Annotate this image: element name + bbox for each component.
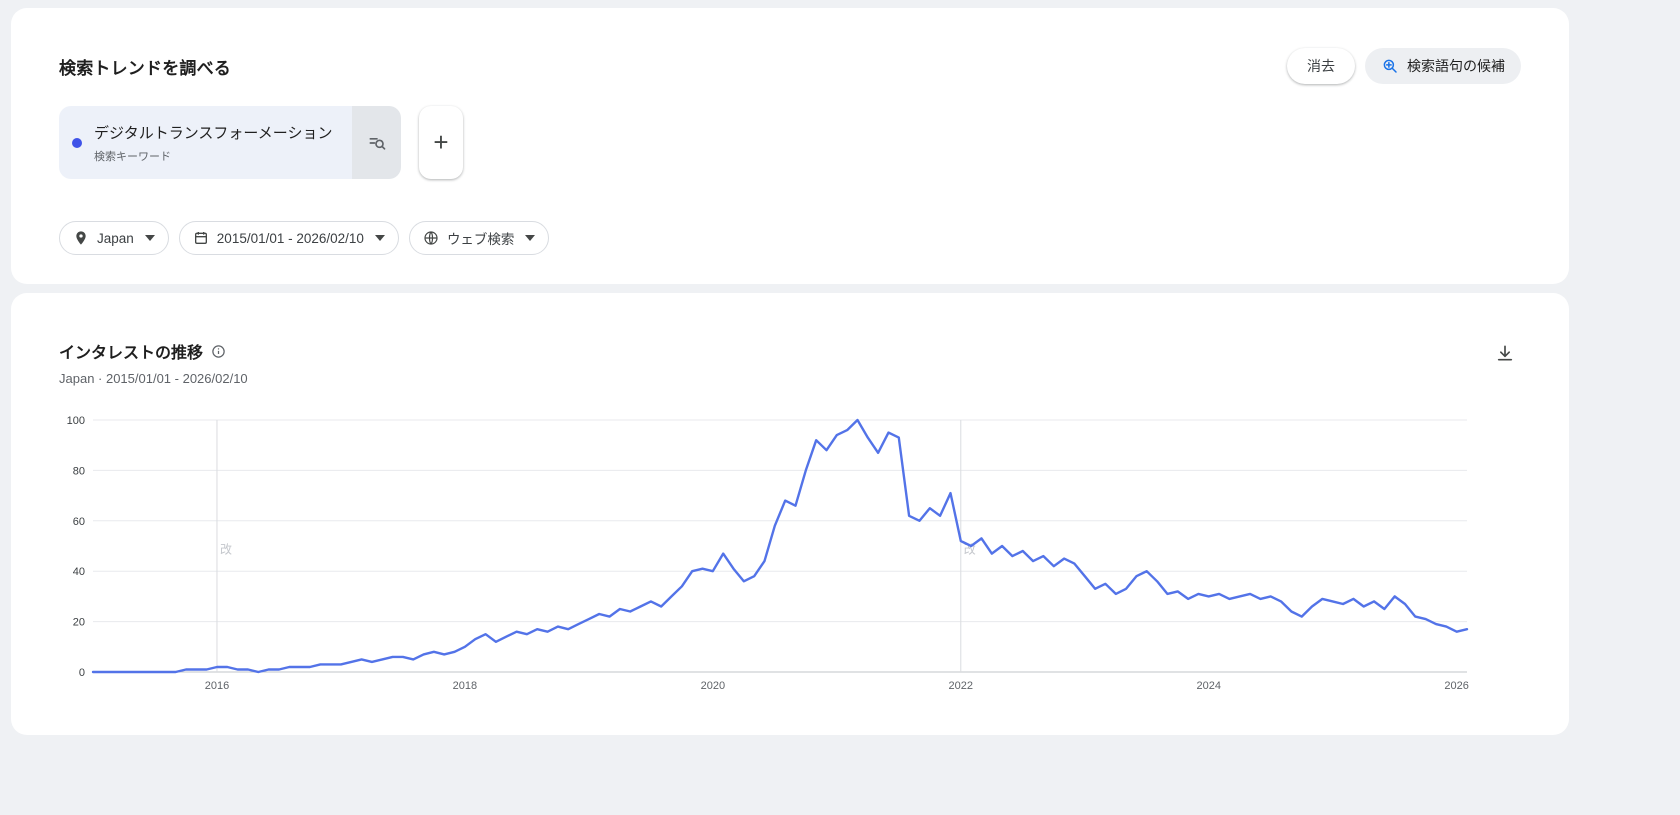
geo-filter[interactable]: Japan (59, 221, 169, 255)
explore-card: 検索トレンドを調べる 消去 検索語句の候補 (11, 8, 1569, 284)
download-button[interactable] (1489, 337, 1521, 369)
download-icon (1495, 343, 1515, 363)
series-color-dot (72, 137, 82, 148)
search-type-filter[interactable]: ウェブ検索 (408, 221, 550, 255)
location-pin-icon (73, 230, 89, 246)
search-term-texts: デジタルトランスフォーメーション 検索キーワード (94, 122, 334, 164)
filter-row: Japan 2015/01/01 - 2026/02/10 (59, 221, 1521, 255)
suggestions-button[interactable]: 検索語句の候補 (1365, 48, 1521, 84)
search-terms-row: デジタルトランスフォーメーション 検索キーワード + (59, 106, 1521, 179)
clear-button[interactable]: 消去 (1287, 48, 1355, 84)
search-type-filter-label: ウェブ検索 (446, 232, 515, 247)
add-comparison-button[interactable]: + (419, 106, 463, 179)
geo-filter-label: Japan (97, 230, 134, 246)
svg-text:2024: 2024 (1196, 680, 1220, 692)
search-term-text: デジタルトランスフォーメーション (94, 124, 333, 142)
svg-text:100: 100 (67, 415, 85, 427)
search-term-type-label: 検索キーワード (94, 150, 171, 163)
chevron-down-icon (374, 235, 385, 241)
page-title: 検索トレンドを調べる (59, 58, 231, 78)
chart-title: インタレストの推移 (59, 345, 204, 362)
list-search-icon (367, 133, 387, 153)
svg-text:2016: 2016 (205, 680, 229, 692)
svg-text:2020: 2020 (701, 680, 725, 692)
info-icon[interactable] (211, 344, 226, 359)
svg-text:80: 80 (73, 465, 85, 477)
svg-text:2026: 2026 (1444, 680, 1468, 692)
date-range-filter[interactable]: 2015/01/01 - 2026/02/10 (178, 221, 399, 255)
svg-text:60: 60 (73, 516, 85, 528)
svg-text:0: 0 (79, 667, 85, 679)
globe-icon (423, 230, 439, 246)
chart-heading: インタレストの推移 Japan · 2015/01/01 - 2026/02/1… (59, 339, 248, 386)
plus-icon: + (433, 127, 449, 157)
chevron-down-icon (525, 235, 536, 241)
suggestions-button-label: 検索語句の候補 (1407, 58, 1505, 74)
svg-text:2018: 2018 (453, 680, 477, 692)
search-suggestions-icon (1381, 57, 1399, 75)
svg-text:改: 改 (220, 543, 232, 557)
date-range-filter-label: 2015/01/01 - 2026/02/10 (216, 230, 364, 246)
keyword-search-button[interactable] (352, 106, 401, 179)
header-actions: 消去 検索語句の候補 (1287, 48, 1521, 84)
svg-text:20: 20 (73, 617, 85, 629)
trends-explore-page: 検索トレンドを調べる 消去 検索語句の候補 (0, 8, 1680, 735)
svg-text:2022: 2022 (949, 680, 973, 692)
chart-subtitle: Japan · 2015/01/01 - 2026/02/10 (59, 371, 248, 386)
interest-over-time-card: インタレストの推移 Japan · 2015/01/01 - 2026/02/1… (11, 293, 1569, 735)
chevron-down-icon (144, 235, 155, 241)
calendar-icon (193, 230, 209, 246)
search-term-chip[interactable]: デジタルトランスフォーメーション 検索キーワード (59, 106, 352, 179)
svg-text:40: 40 (73, 566, 85, 578)
